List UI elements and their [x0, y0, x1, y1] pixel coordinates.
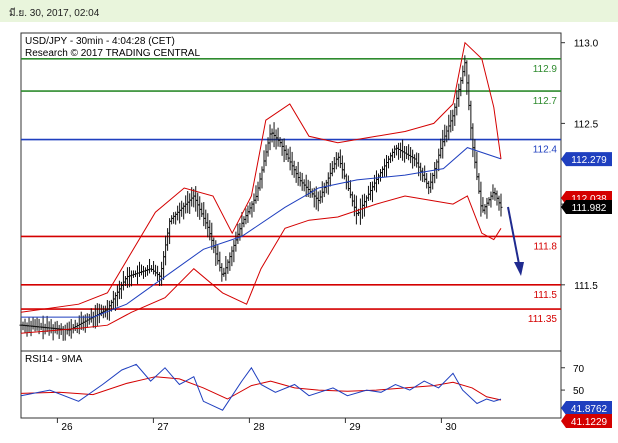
y-tick-label: 113.0 [574, 39, 599, 50]
rsi-value-tag: 41.8762 [561, 401, 612, 415]
main-plot-frame [20, 32, 562, 352]
y-tick-label: 112.5 [574, 119, 599, 130]
series-moving-average [21, 147, 502, 318]
level-label: 111.8 [533, 241, 557, 252]
rsi-line [20, 363, 502, 411]
series-bollinger-lower [20, 195, 502, 334]
x-tick-label: 28 [253, 422, 265, 433]
datetime-label: มี.ย. 30, 2017, 02:04 [9, 8, 100, 19]
level-label: 112.7 [533, 96, 558, 107]
rsi-ma-line [20, 376, 502, 401]
rsi-y-tick-label: 70 [573, 364, 585, 375]
ohlc-bar [499, 193, 503, 217]
svg-text:41.1229: 41.1229 [571, 417, 608, 428]
price-tag: 111.982 [561, 200, 612, 215]
price-tag: 112.279 [561, 152, 612, 167]
svg-text:111.982: 111.982 [572, 203, 607, 214]
x-tick-label: 30 [445, 422, 457, 433]
series-bollinger-upper [20, 41, 502, 313]
x-tick-label: 29 [349, 422, 361, 433]
chart-subtitle: Research © 2017 TRADING CENTRAL [25, 48, 200, 59]
x-tick-label: 27 [157, 422, 169, 433]
rsi-plot-frame [20, 350, 562, 419]
svg-text:112.038: 112.038 [571, 194, 607, 205]
level-label: 112.9 [533, 64, 558, 75]
chart-title: USD/JPY - 30min - 4:04:28 (CET) [25, 36, 175, 47]
forecast-arrow [507, 206, 524, 276]
x-tick-label: 26 [61, 422, 73, 433]
svg-text:112.279: 112.279 [571, 155, 607, 166]
rsi-y-tick-label: 50 [573, 386, 585, 397]
level-label: 111.5 [533, 290, 557, 301]
y-tick-label: 111.5 [574, 281, 598, 292]
level-label: 112.4 [533, 145, 558, 156]
rsi-title: RSI14 - 9MA [25, 354, 83, 365]
level-label: 111.35 [528, 314, 558, 325]
svg-text:41.8762: 41.8762 [571, 404, 608, 415]
top-bar: มี.ย. 30, 2017, 02:04 [0, 0, 618, 22]
rsi-value-tag: 41.1229 [561, 414, 612, 428]
